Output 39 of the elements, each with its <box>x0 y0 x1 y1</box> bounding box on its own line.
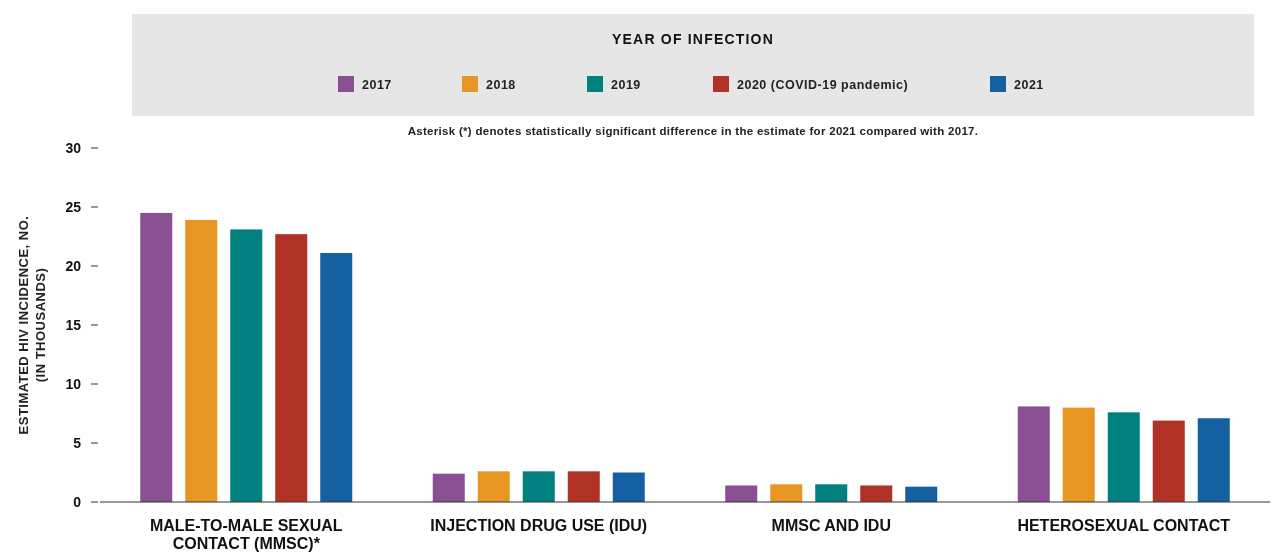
legend-label: 2019 <box>611 78 641 92</box>
y-tick-label: 25 <box>65 199 82 215</box>
bar <box>275 234 308 502</box>
y-tick-label: 20 <box>65 258 82 274</box>
bar <box>1152 420 1185 502</box>
x-tick-label: HETEROSEXUAL CONTACT <box>1017 517 1231 534</box>
x-tick-label: MMSC AND IDU <box>771 517 891 534</box>
bar <box>612 472 645 502</box>
legend-label: 2018 <box>486 78 516 92</box>
legend-label: 2017 <box>362 78 392 92</box>
text: Asterisk (*) denotes statistically significant difference in the estimate for 2021 compared with 2017. <box>407 125 979 137</box>
bar <box>1062 407 1095 502</box>
bar <box>815 484 848 502</box>
bar <box>1107 412 1140 502</box>
legend-label: 2021 <box>1014 78 1044 92</box>
x-tick-label: INJECTION DRUG USE (IDU) <box>430 517 648 534</box>
bar <box>522 471 555 502</box>
bar <box>320 253 353 502</box>
bar <box>185 219 218 502</box>
y-tick-label: 15 <box>65 317 82 333</box>
bar <box>1197 418 1230 502</box>
bar <box>432 473 465 502</box>
bar <box>1017 406 1050 502</box>
bar <box>230 229 263 502</box>
y-axis-title: ESTIMATED HIV INCIDENCE, NO. (IN THOUSANDS) <box>16 215 48 435</box>
legend-title: YEAR OF INFECTION <box>612 31 774 47</box>
bar <box>905 486 938 502</box>
bar <box>860 485 893 502</box>
y-tick-label: 30 <box>65 140 82 156</box>
y-tick-label: 0 <box>73 494 82 510</box>
bar <box>140 212 173 502</box>
legend-label: 2020 (COVID-19 pandemic) <box>737 78 909 92</box>
bar <box>477 471 510 502</box>
y-tick-label: 5 <box>73 435 82 451</box>
x-tick-label: MALE-TO-MALE SEXUAL CONTACT (MMSC)* <box>149 517 343 552</box>
bar <box>567 471 600 502</box>
bar <box>725 485 758 502</box>
bar <box>770 484 803 502</box>
y-tick-label: 10 <box>65 376 82 392</box>
